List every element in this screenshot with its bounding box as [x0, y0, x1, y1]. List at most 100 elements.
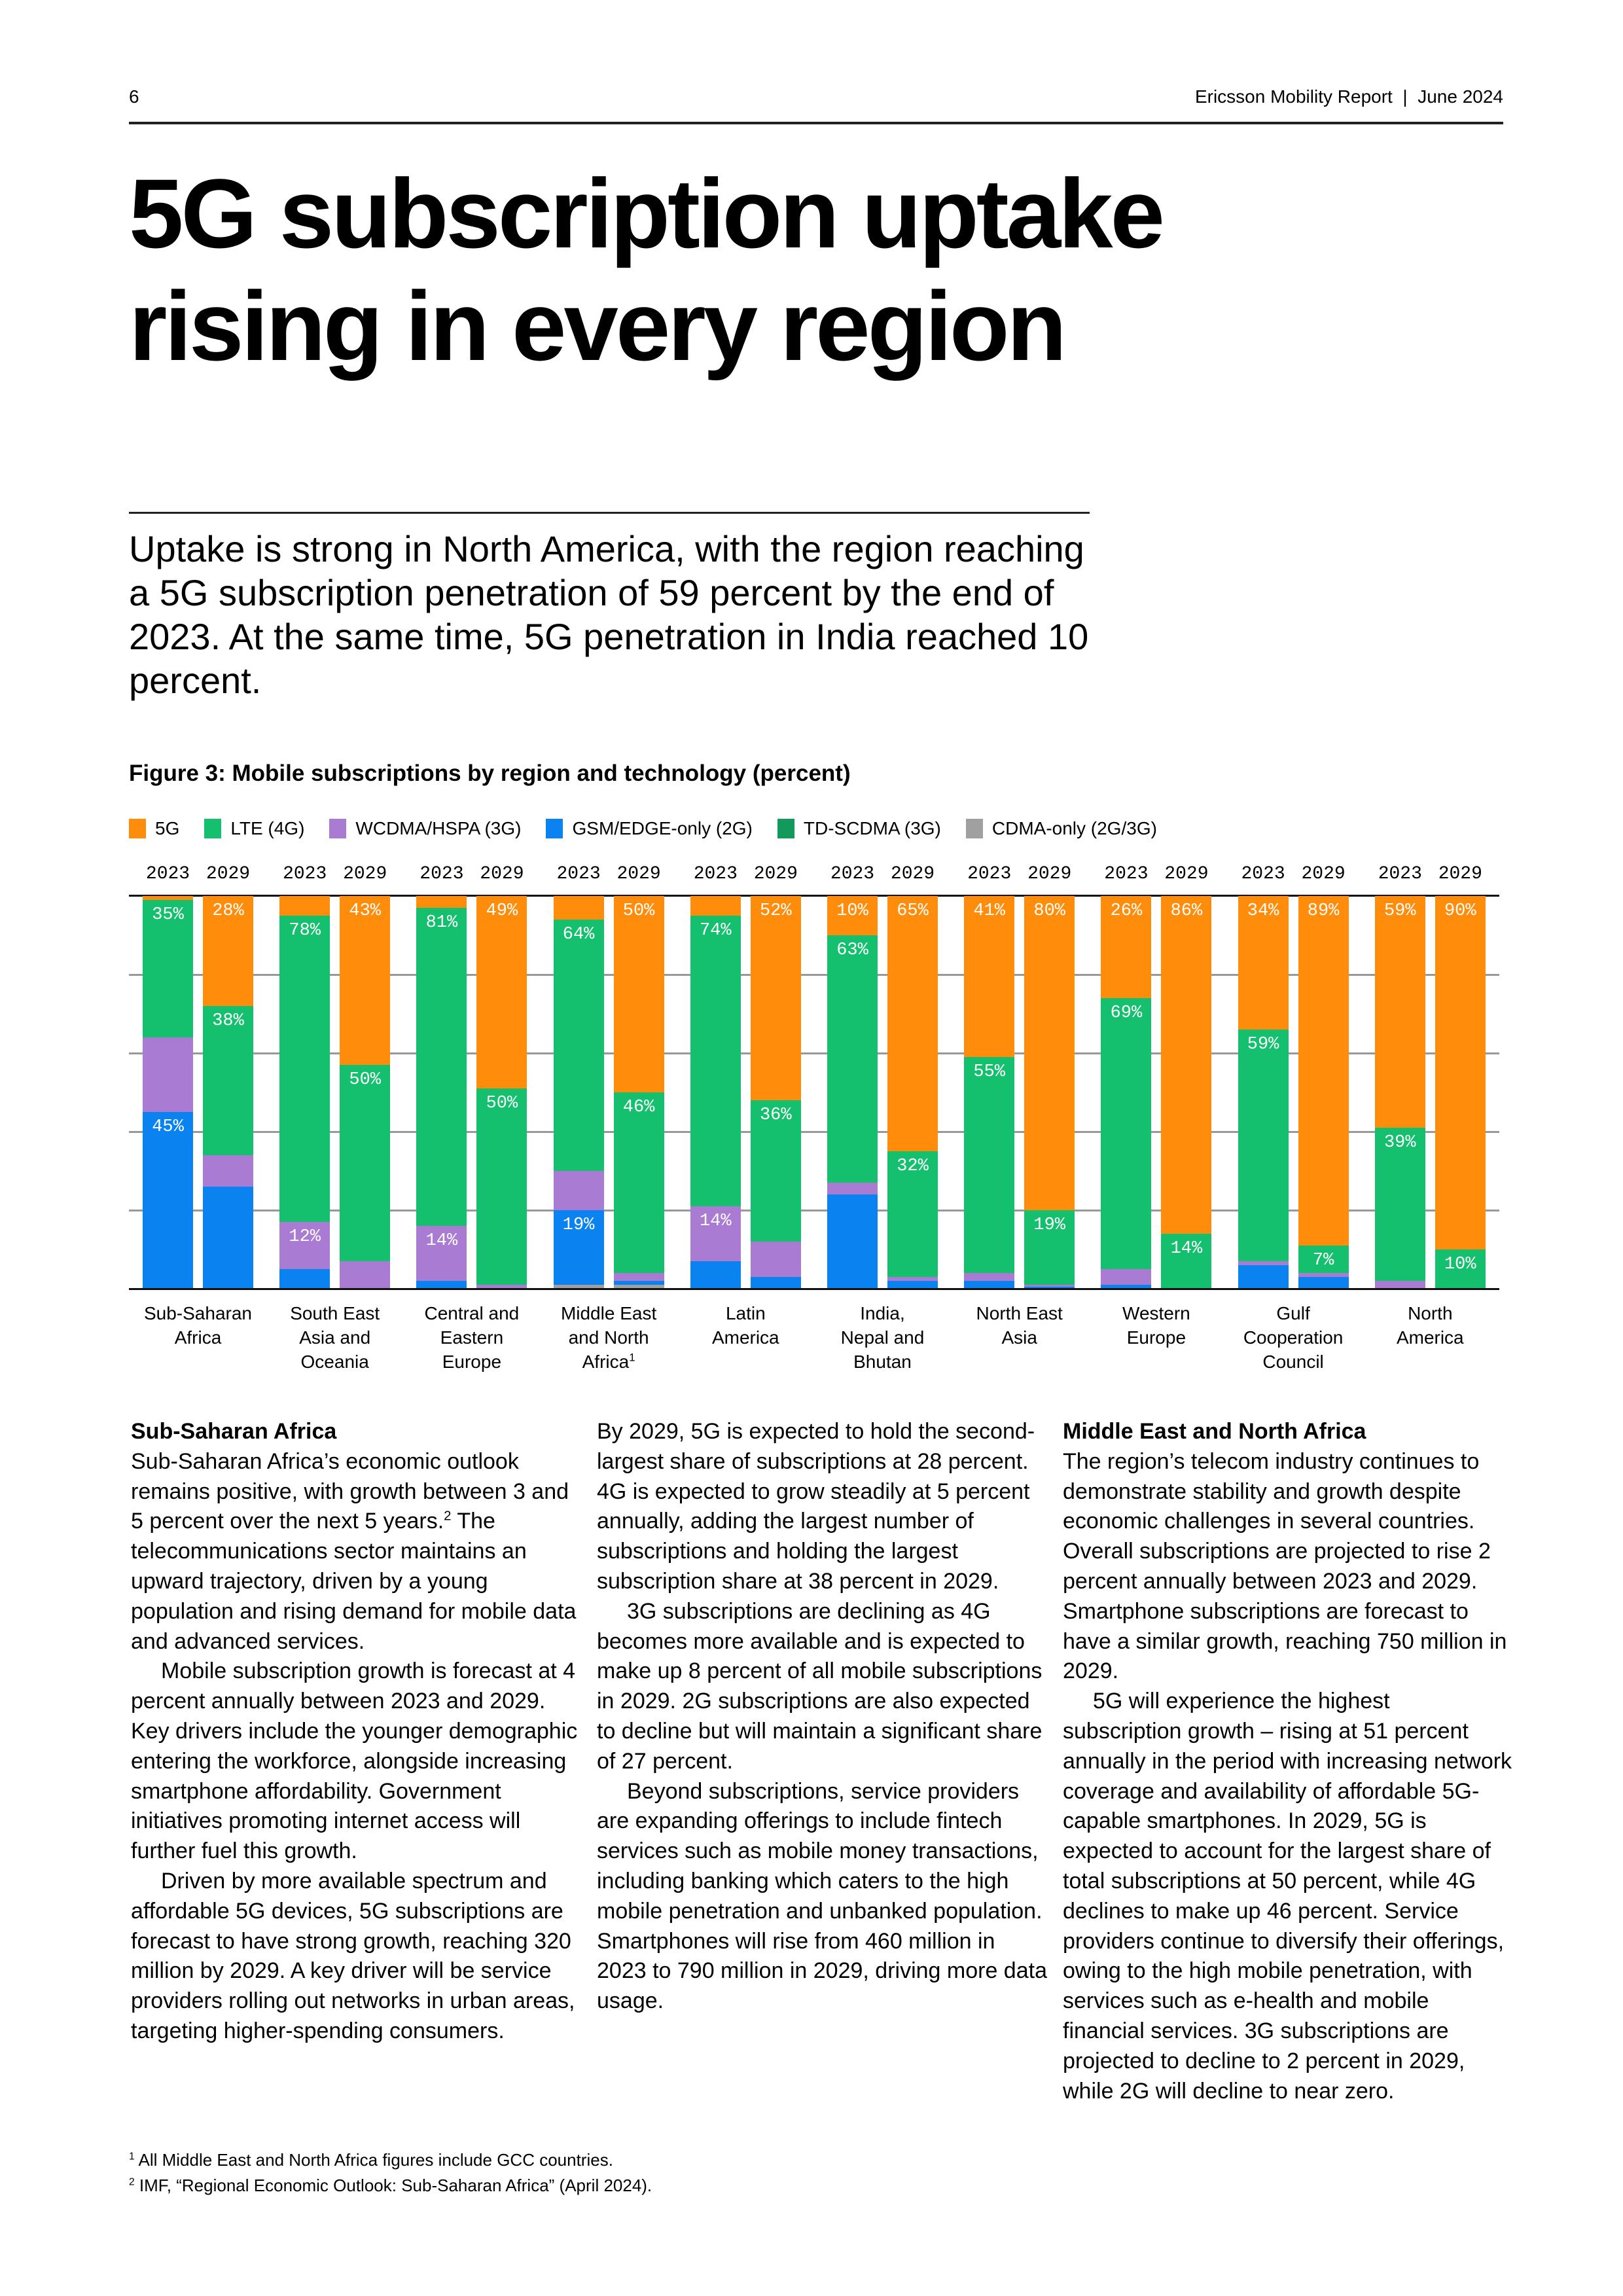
data-label: 34% — [1247, 901, 1279, 921]
page-number: 6 — [129, 86, 139, 107]
region-label-text: Asia and — [299, 1327, 371, 1348]
bar-segment-5g: 52% — [750, 896, 801, 1100]
footnote-text: IMF, “Regional Economic Outlook: Sub-Sah… — [139, 2176, 652, 2195]
bar-segment-lte: 78% — [279, 916, 330, 1222]
region-label-line: Gulf — [1228, 1301, 1359, 1325]
data-label: 32% — [897, 1157, 929, 1176]
bar-segment-wcdma — [553, 1171, 604, 1210]
region-label-text: Cooperation — [1243, 1327, 1344, 1348]
bar-segment-wcdma — [1298, 1273, 1349, 1277]
bar-segment-5g: 10% — [827, 896, 878, 935]
data-label: 28% — [212, 901, 244, 921]
data-label: 12% — [289, 1227, 321, 1247]
region-label-line: Middle East — [543, 1301, 674, 1325]
bar: 14% 81% — [416, 896, 467, 1289]
bar-segment-5g: 41% — [964, 896, 1015, 1057]
region-label-line: Africa1 — [543, 1350, 674, 1374]
bar-segment-cdma — [553, 1285, 604, 1289]
paragraph-text: Sub-Saharan Africa’s economic outlook re… — [131, 1448, 569, 1534]
year-label: 2029 — [1438, 864, 1482, 884]
region-label: South East Asia and Oceania — [270, 1301, 401, 1374]
data-label: 19% — [562, 1215, 595, 1235]
bar-segment-gsm — [1101, 1285, 1152, 1289]
region-label-line: Western — [1091, 1301, 1222, 1325]
legend-label: CDMA-only (2G/3G) — [991, 818, 1157, 838]
data-label: 69% — [1110, 1003, 1143, 1023]
data-label: 26% — [1110, 901, 1143, 921]
year-label: 2029 — [616, 864, 661, 884]
bar-segment-wcdma — [1024, 1285, 1075, 1287]
bar-segment-lte: 64% — [553, 920, 604, 1171]
data-label: 36% — [759, 1105, 792, 1125]
bar: 69% 26% — [1101, 896, 1152, 1289]
region-label-text: North East — [976, 1303, 1063, 1323]
region-label-text: Sub-Saharan — [143, 1303, 252, 1323]
bar: 19% 80% — [1024, 896, 1075, 1289]
region-label-line: Europe — [1091, 1325, 1222, 1350]
region-label-text: Eastern — [440, 1327, 504, 1348]
region-label-text: Council — [1262, 1352, 1324, 1372]
legend-label: TD-SCDMA (3G) — [803, 818, 941, 838]
paragraph: 3G subscriptions are declining as 4G bec… — [597, 1598, 1043, 1774]
bar-segment-gsm — [203, 1187, 253, 1289]
region-label-text: America — [1396, 1327, 1464, 1348]
region-label-text: South East — [290, 1303, 380, 1323]
region-label-line: Council — [1228, 1350, 1359, 1374]
bar: 39% 59% — [1374, 896, 1425, 1289]
bar: 55% 41% — [964, 896, 1015, 1289]
legend-label: GSM/EDGE-only (2G) — [572, 818, 753, 838]
footnote-mark: 2 — [129, 2176, 135, 2188]
bar: 59% 34% — [1238, 896, 1289, 1289]
bar-segment-5g: 34% — [1238, 896, 1289, 1030]
bar-segment-lte: 69% — [1101, 998, 1152, 1269]
running-head: Ericsson Mobility Report | June 2024 — [1194, 86, 1503, 107]
bar-segment-gsm — [1298, 1277, 1349, 1289]
region-label-text: Africa — [174, 1327, 222, 1348]
header-divider — [129, 122, 1503, 124]
legend-swatch — [965, 819, 983, 838]
bar-segment-lte: 50% — [476, 1088, 527, 1285]
region-label-line: Europe — [406, 1350, 537, 1374]
data-label: 35% — [152, 905, 184, 925]
region-label-line: India, — [817, 1301, 948, 1325]
data-label: 90% — [1444, 901, 1476, 921]
paragraph: Sub-Saharan Africa’s economic outlook re… — [131, 1447, 582, 1657]
bar-segment-wcdma — [887, 1277, 938, 1281]
region-label-text: Asia — [1001, 1327, 1037, 1348]
region-label-text: Middle East — [560, 1303, 657, 1323]
region-label-line: South East — [270, 1301, 401, 1325]
bar: 63% 10% — [827, 896, 878, 1289]
region-label-line: Asia — [954, 1325, 1085, 1350]
data-label: 41% — [973, 901, 1005, 921]
footnote-2: 2 IMF, “Regional Economic Outlook: Sub-S… — [129, 2176, 652, 2196]
page-title: 5G subscription uptake rising in every r… — [129, 157, 1165, 382]
paragraph: The region’s telecom industry continues … — [1063, 1448, 1507, 1684]
paragraph-text: The telecommunications sector maintains … — [131, 1509, 577, 1654]
region-label-line: Central and — [406, 1301, 537, 1325]
bar-segment-lte: 38% — [203, 1006, 253, 1155]
region-label-text: North — [1408, 1303, 1453, 1323]
year-label: 2023 — [693, 864, 738, 884]
legend-item-cdma: CDMA-only (2G/3G) — [965, 818, 1157, 839]
bar-segment-wcdma — [143, 1037, 193, 1112]
region-label-text: and North — [568, 1327, 649, 1348]
data-label: 38% — [212, 1011, 244, 1031]
bar: 38% 28% — [203, 896, 253, 1289]
bar-segment-5g — [553, 896, 604, 920]
region-label-line: America — [680, 1325, 811, 1350]
region-label: North America — [1364, 1301, 1495, 1350]
region-label-line: Latin — [680, 1301, 811, 1325]
footnote-mark: 1 — [129, 2151, 135, 2162]
bar: 45% 35% — [143, 896, 193, 1289]
year-label: 2029 — [1164, 864, 1209, 884]
column-3: Middle East and North Africa The region’… — [1063, 1417, 1514, 2106]
region-label-text: America — [711, 1327, 779, 1348]
bar-segment-lte: 19% — [1024, 1210, 1075, 1285]
bar-segment-gsm — [416, 1281, 467, 1289]
bar: 14% 86% — [1161, 896, 1212, 1289]
legend-label: WCDMA/HSPA (3G) — [355, 818, 522, 838]
bar-segment-5g — [279, 896, 330, 916]
bar-segment-5g: 26% — [1101, 896, 1152, 998]
data-label: 59% — [1383, 901, 1416, 921]
footnote-ref: 1 — [629, 1351, 635, 1364]
